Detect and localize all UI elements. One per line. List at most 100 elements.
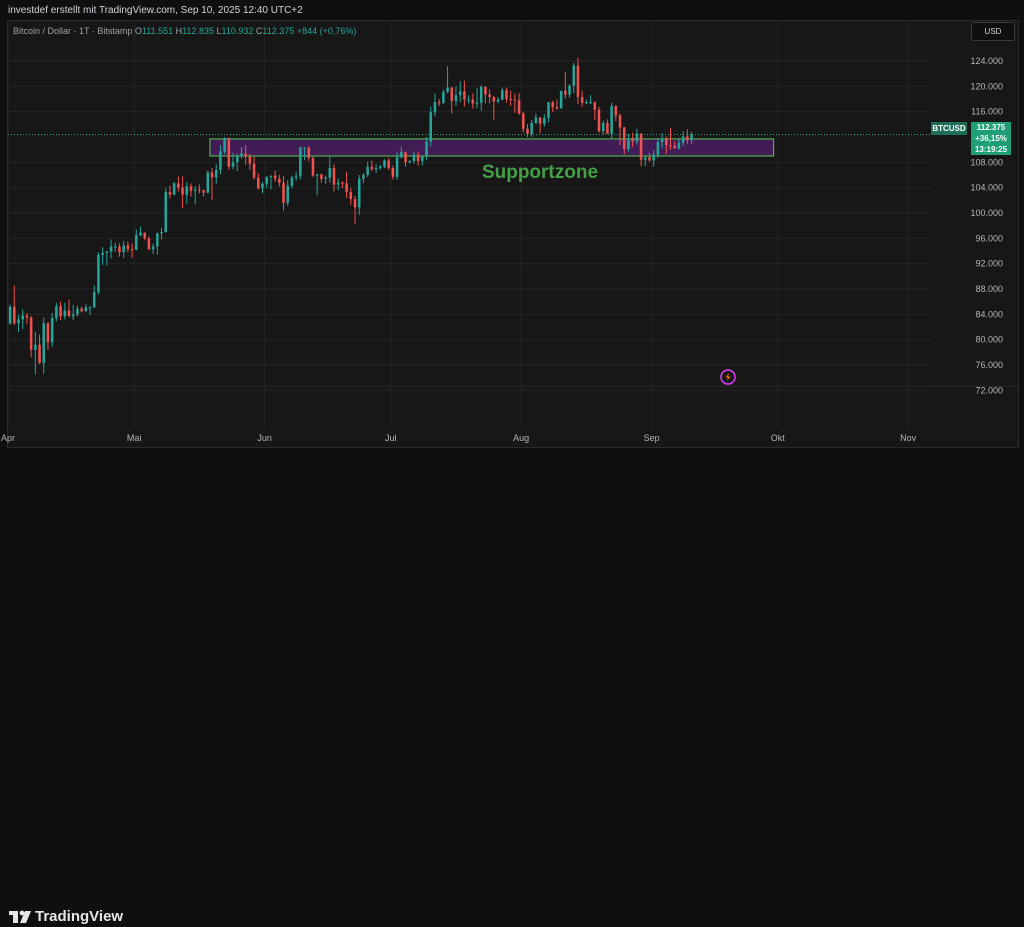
close-value: 112.375 bbox=[262, 26, 295, 36]
candle-body bbox=[290, 177, 294, 186]
candle-body bbox=[240, 153, 243, 157]
candle-body bbox=[341, 182, 344, 184]
candle bbox=[505, 87, 508, 103]
candle-body bbox=[458, 91, 462, 96]
candle-body bbox=[320, 174, 323, 179]
price-axis: 72.000 76.000 80.000 84.000 88.000 92.000 96.0… bbox=[970, 56, 1003, 395]
candle bbox=[122, 240, 125, 258]
x-tick-label: Apr bbox=[1, 433, 15, 443]
candle bbox=[437, 99, 441, 106]
candle-body bbox=[324, 177, 327, 179]
candle bbox=[29, 316, 33, 358]
candle bbox=[353, 195, 357, 224]
y-tick-label: 80.000 bbox=[975, 335, 1003, 345]
candle bbox=[665, 136, 668, 155]
candle bbox=[450, 86, 454, 114]
candle bbox=[606, 119, 609, 134]
candle bbox=[547, 102, 550, 123]
candle bbox=[278, 175, 281, 187]
candle bbox=[471, 93, 475, 109]
candle bbox=[105, 251, 109, 266]
candle-body bbox=[202, 190, 205, 193]
candle bbox=[202, 189, 205, 197]
candle bbox=[156, 232, 159, 255]
candle bbox=[416, 151, 420, 166]
candle-body bbox=[345, 183, 348, 193]
candle-body bbox=[257, 177, 260, 189]
candle-body bbox=[370, 166, 374, 170]
candle bbox=[55, 302, 58, 322]
candle bbox=[151, 243, 155, 255]
brand-name[interactable]: TradingView bbox=[35, 908, 124, 925]
candle-body bbox=[248, 156, 252, 164]
high-value: 112.835 bbox=[182, 26, 214, 36]
candle bbox=[8, 304, 12, 325]
candle-body bbox=[601, 123, 605, 132]
candle-body bbox=[168, 192, 172, 195]
candle-body bbox=[467, 99, 470, 101]
candle bbox=[362, 173, 365, 184]
candle bbox=[42, 317, 46, 374]
candle bbox=[50, 313, 54, 347]
candle-body bbox=[597, 109, 601, 132]
candle bbox=[324, 175, 327, 184]
candle bbox=[223, 137, 226, 155]
candle bbox=[248, 154, 252, 170]
candle-body bbox=[500, 90, 504, 100]
y-tick-label: 76.000 bbox=[975, 360, 1003, 370]
candle-body bbox=[471, 99, 475, 104]
candle-body bbox=[479, 86, 483, 103]
candle-body bbox=[669, 145, 672, 147]
candle-body bbox=[206, 172, 210, 193]
candlestick-chart[interactable]: 72.000 76.000 80.000 84.000 88.000 92.000 96.0… bbox=[0, 0, 1024, 448]
candle-body bbox=[114, 246, 117, 248]
candle bbox=[622, 126, 626, 155]
candle bbox=[290, 175, 294, 189]
candle bbox=[160, 227, 163, 240]
candle-body bbox=[193, 189, 197, 191]
candle-body bbox=[282, 182, 285, 203]
candle-body bbox=[631, 138, 634, 142]
candle bbox=[282, 175, 285, 211]
candle bbox=[139, 226, 142, 237]
candle bbox=[227, 137, 231, 170]
candle bbox=[534, 113, 538, 124]
candle-body bbox=[618, 115, 622, 128]
candle bbox=[585, 99, 588, 105]
candle-body bbox=[336, 182, 340, 185]
candle-body bbox=[42, 323, 46, 364]
candle bbox=[206, 170, 210, 194]
y-tick-label: 104.000 bbox=[970, 183, 1003, 193]
candle bbox=[576, 57, 580, 105]
candle bbox=[627, 133, 630, 152]
candle bbox=[429, 106, 433, 147]
supportzone-label: Supportzone bbox=[482, 162, 598, 183]
support-zone-rect[interactable] bbox=[209, 138, 775, 157]
lightning-icon[interactable] bbox=[720, 369, 736, 385]
candle bbox=[387, 157, 390, 170]
close-label: C bbox=[255, 26, 263, 36]
candle-body bbox=[644, 157, 647, 160]
candle bbox=[210, 168, 214, 201]
candle-body bbox=[349, 192, 353, 200]
candle-body bbox=[160, 232, 163, 234]
candle bbox=[686, 129, 689, 144]
chart-panel[interactable] bbox=[7, 20, 1019, 448]
candle-body bbox=[446, 87, 449, 93]
candle-body bbox=[311, 157, 315, 176]
candle bbox=[17, 314, 20, 333]
symbol-label[interactable]: Bitcoin / Dollar · 1T · Bitstamp bbox=[13, 26, 133, 36]
candle-body bbox=[55, 306, 58, 319]
candle bbox=[88, 306, 92, 315]
x-tick-label: Jul bbox=[385, 433, 397, 443]
currency-button[interactable]: USD bbox=[971, 22, 1015, 41]
candle-body bbox=[589, 102, 592, 104]
candle-body bbox=[416, 154, 420, 162]
candle bbox=[370, 160, 374, 172]
tradingview-logo-icon[interactable] bbox=[9, 907, 35, 927]
candle bbox=[244, 145, 247, 165]
candle bbox=[84, 304, 88, 312]
candle bbox=[572, 62, 576, 94]
candle-body bbox=[307, 147, 311, 158]
candle-body bbox=[252, 163, 256, 178]
